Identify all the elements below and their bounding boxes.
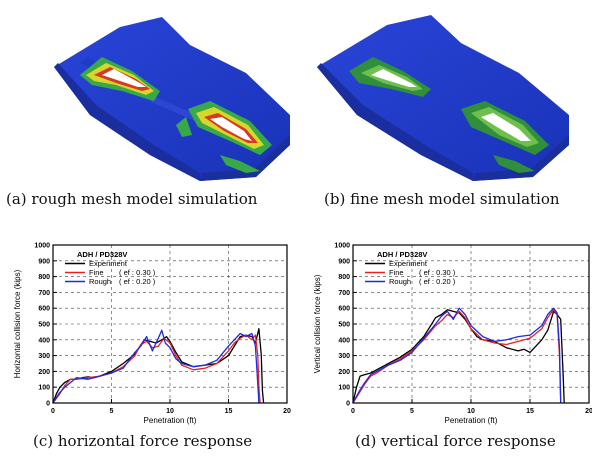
legend-suffix-rough: ( ef : 0.20 ) [119, 277, 156, 286]
legend-suffix-fine: ( ef : 0.30 ) [119, 268, 156, 277]
series-line-experiment [352, 309, 565, 404]
y-tick-label: 800 [38, 274, 50, 281]
x-tick-label: 20 [585, 408, 592, 415]
legend-suffix-rough: ( ef : 0.20 ) [419, 277, 456, 286]
x-tick-label: 0 [351, 408, 355, 415]
y-tick-label: 100 [338, 385, 350, 392]
y-tick-label: 0 [346, 401, 350, 408]
x-tick-label: 20 [283, 408, 291, 415]
y-tick-label: 900 [38, 258, 50, 265]
legend-suffix-fine: ( ef : 0.30 ) [419, 268, 456, 277]
caption-c: (c) horizontal force response [33, 432, 253, 450]
y-tick-label: 300 [338, 353, 350, 360]
y-axis-label: Horizontal collision force (kips) [13, 269, 22, 378]
caption-a: (a) rough mesh model simulation [6, 190, 258, 208]
y-tick-label: 300 [38, 353, 50, 360]
legend-title: ADH / PD328V [377, 250, 427, 259]
y-tick-label: 100 [38, 385, 50, 392]
legend-label-fine: Fine [389, 268, 404, 277]
fine-mesh-simulation-image [313, 5, 573, 183]
x-tick-label: 5 [410, 408, 414, 415]
y-tick-label: 400 [38, 337, 50, 344]
legend-label-experiment: Experiment [89, 259, 128, 268]
x-tick-label: 15 [526, 408, 534, 415]
series-line-rough [52, 329, 260, 404]
y-tick-label: 1000 [334, 243, 350, 250]
x-axis-label: Penetration (ft) [445, 416, 498, 425]
caption-d: (d) vertical force response [355, 432, 556, 450]
y-tick-label: 500 [338, 322, 350, 329]
y-tick-label: 500 [38, 322, 50, 329]
x-tick-label: 10 [166, 408, 174, 415]
legend-label-fine: Fine [89, 268, 104, 277]
y-tick-label: 600 [38, 306, 50, 313]
caption-b: (b) fine mesh model simulation [324, 190, 560, 208]
y-tick-label: 200 [38, 369, 50, 376]
legend-title: ADH / PD328V [77, 250, 127, 259]
y-tick-label: 1000 [34, 243, 50, 250]
y-tick-label: 0 [46, 401, 50, 408]
x-tick-label: 10 [467, 408, 475, 415]
y-tick-label: 800 [338, 274, 350, 281]
horizontal-force-chart: 0 5 10 15 20 0 100 200 300 400 500 600 700 800 900 1000… [0, 235, 296, 434]
legend-label-experiment: Experiment [389, 259, 428, 268]
x-tick-label: 15 [225, 408, 233, 415]
y-tick-label: 900 [338, 258, 350, 265]
y-tick-label: 700 [338, 290, 350, 297]
series-line-fine [352, 309, 562, 404]
vertical-force-chart: 0 5 10 15 20 0 100 200 300 400 500 600 700 800 900 1000… [302, 235, 592, 434]
y-tick-label: 400 [338, 337, 350, 344]
x-tick-label: 0 [51, 408, 55, 415]
y-tick-label: 600 [338, 306, 350, 313]
rough-mesh-simulation-image [50, 5, 295, 183]
series-line-rough [352, 307, 562, 404]
y-axis-label: Vertical collision force (kips) [313, 274, 322, 373]
x-tick-label: 5 [110, 408, 114, 415]
y-tick-label: 700 [38, 290, 50, 297]
x-axis-label: Penetration (ft) [144, 416, 197, 425]
y-tick-label: 200 [338, 369, 350, 376]
legend-label-rough: Rough [89, 277, 111, 286]
legend-label-rough: Rough [389, 277, 411, 286]
